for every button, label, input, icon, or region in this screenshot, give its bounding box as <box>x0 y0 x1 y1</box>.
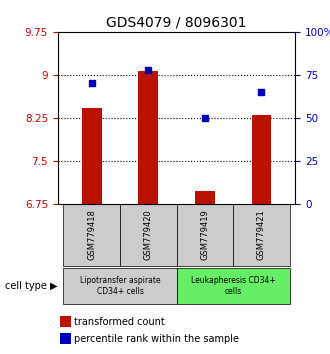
Text: GSM779420: GSM779420 <box>144 210 153 260</box>
Bar <box>251 115 271 204</box>
Text: GSM779419: GSM779419 <box>200 210 209 260</box>
Text: Lipotransfer aspirate
CD34+ cells: Lipotransfer aspirate CD34+ cells <box>80 276 160 296</box>
Text: GSM779418: GSM779418 <box>87 209 96 260</box>
Point <box>259 89 264 95</box>
Bar <box>60 316 71 327</box>
Bar <box>195 191 215 204</box>
Point <box>89 81 94 86</box>
Text: cell type ▶: cell type ▶ <box>5 281 58 291</box>
Point <box>202 115 208 121</box>
Text: GSM779421: GSM779421 <box>257 210 266 260</box>
Title: GDS4079 / 8096301: GDS4079 / 8096301 <box>106 15 247 29</box>
Text: Leukapheresis CD34+
cells: Leukapheresis CD34+ cells <box>191 276 276 296</box>
Bar <box>60 333 71 344</box>
Bar <box>82 108 102 204</box>
FancyBboxPatch shape <box>63 268 177 304</box>
Text: transformed count: transformed count <box>74 317 165 327</box>
FancyBboxPatch shape <box>63 204 120 266</box>
FancyBboxPatch shape <box>177 204 233 266</box>
Bar <box>138 71 158 204</box>
Point <box>146 67 151 73</box>
FancyBboxPatch shape <box>177 268 290 304</box>
FancyBboxPatch shape <box>233 204 290 266</box>
Text: percentile rank within the sample: percentile rank within the sample <box>74 334 239 344</box>
FancyBboxPatch shape <box>120 204 177 266</box>
